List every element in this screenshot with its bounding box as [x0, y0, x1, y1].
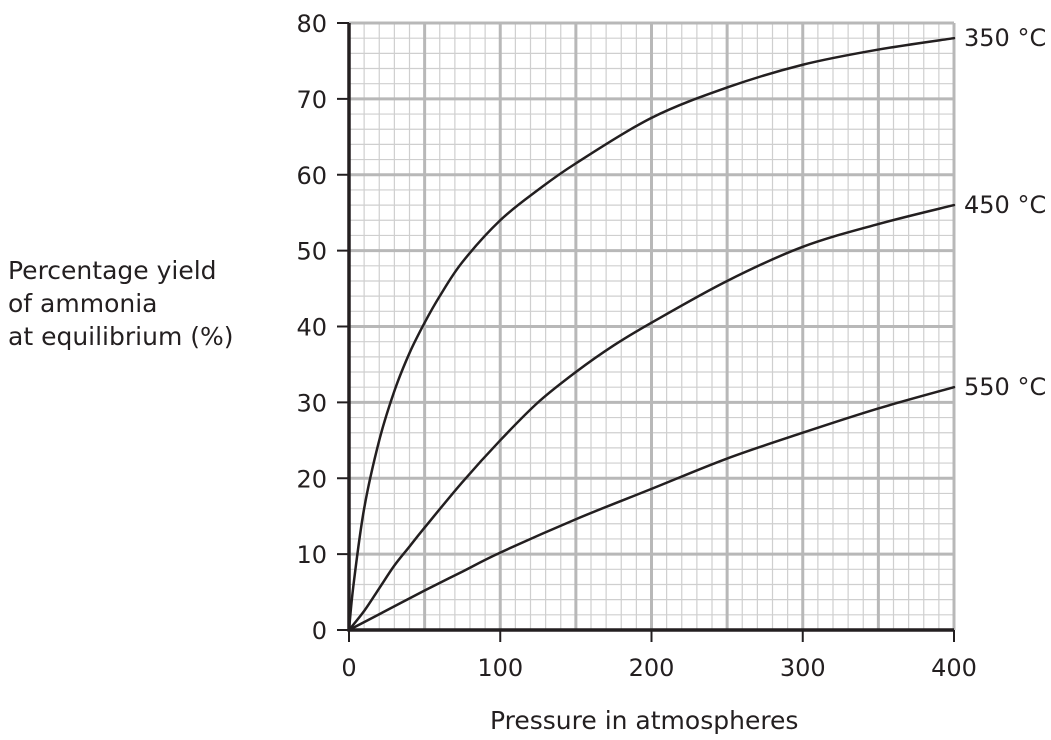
y-axis-label-line-3: at equilibrium (%) — [8, 322, 234, 351]
y-axis-label-line-1: Percentage yield — [8, 256, 217, 285]
series-line-3 — [347, 385, 956, 632]
tick-labels: 0 10 20 30 40 50 60 70 80 0 100 200 300 400 — [296, 10, 976, 682]
y-tick-label: 10 — [296, 541, 327, 569]
series-label-1: 350 °C — [964, 24, 1046, 52]
y-tick-label: 80 — [296, 10, 327, 38]
x-axis-label: Pressure in atmospheres — [490, 706, 799, 735]
y-tick-label: 70 — [296, 86, 327, 114]
y-tick-label: 30 — [296, 389, 327, 417]
y-tick-label: 60 — [296, 162, 327, 190]
x-tick-label: 300 — [780, 654, 826, 682]
x-tick-label: 400 — [931, 654, 977, 682]
y-tick-label: 20 — [296, 465, 327, 493]
y-tick-label: 0 — [312, 617, 327, 645]
x-tick-label: 0 — [341, 654, 356, 682]
x-tick-label: 100 — [477, 654, 523, 682]
series-label-2: 450 °C — [964, 191, 1046, 219]
y-axis-label-line-2: of ammonia — [8, 289, 158, 318]
series-label-3: 550 °C — [964, 373, 1046, 401]
series-labels: 350 °C 450 °C 550 °C — [964, 24, 1046, 401]
y-tick-label: 50 — [296, 238, 327, 266]
y-axis-label: Percentage yield of ammonia at equilibri… — [8, 254, 234, 353]
series-line-1 — [347, 36, 956, 632]
x-tick-label: 200 — [629, 654, 675, 682]
y-tick-label: 40 — [296, 314, 327, 342]
series-lines — [347, 36, 956, 632]
series-line-2 — [347, 203, 956, 632]
